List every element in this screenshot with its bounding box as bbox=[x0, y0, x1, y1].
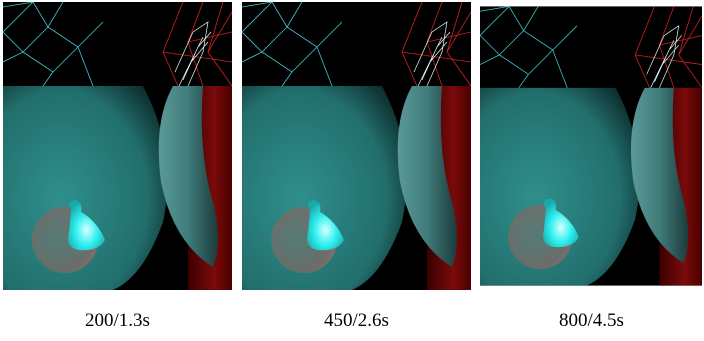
renderings bbox=[0, 0, 704, 300]
rendering bbox=[242, 2, 471, 290]
rendering bbox=[3, 2, 232, 290]
figure: 200/1.3s 450/2.6s 800/4.5s bbox=[0, 0, 704, 341]
caption: 450/2.6s bbox=[242, 310, 471, 332]
rendering bbox=[480, 6, 702, 285]
caption: 800/4.5s bbox=[477, 310, 704, 332]
caption: 200/1.3s bbox=[3, 310, 232, 332]
